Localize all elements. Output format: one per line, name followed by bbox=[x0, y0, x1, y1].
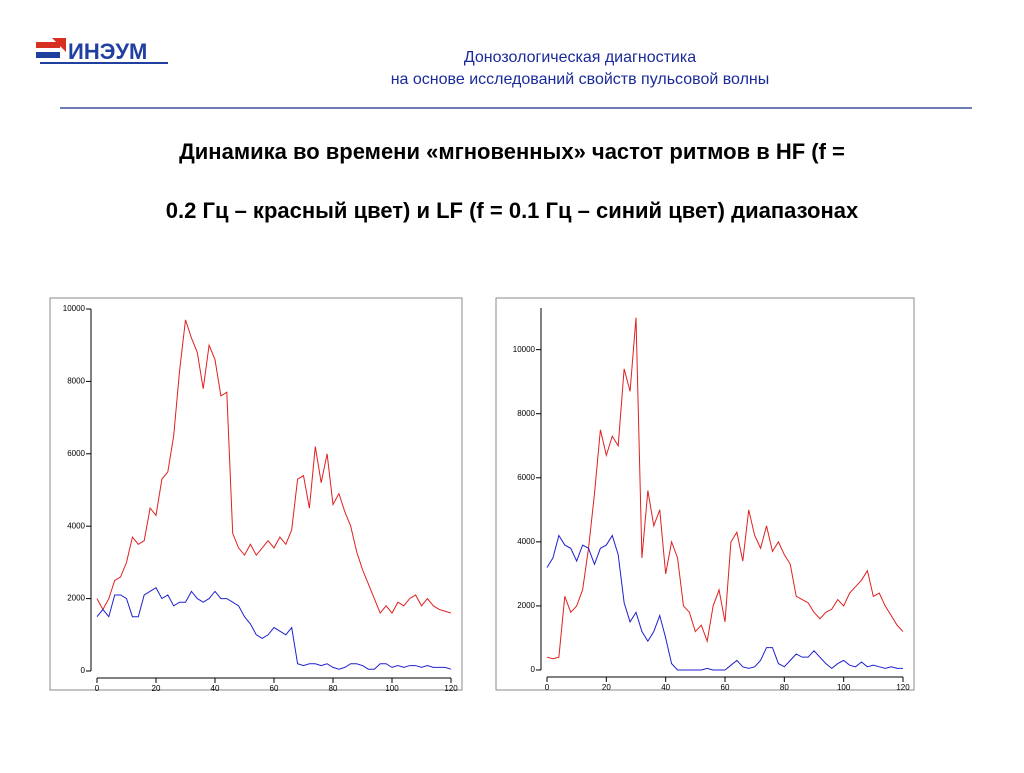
x-tick-label: 20 bbox=[602, 683, 611, 692]
y-tick-label: 4000 bbox=[517, 537, 535, 546]
y-tick-label: 8000 bbox=[517, 409, 535, 418]
x-tick-label: 20 bbox=[152, 684, 161, 693]
x-tick-label: 80 bbox=[329, 684, 338, 693]
y-tick-label: 2000 bbox=[517, 601, 535, 610]
x-tick-label: 40 bbox=[661, 683, 670, 692]
slide-title: Динамика во времени «мгновенных» частот … bbox=[179, 139, 845, 164]
y-tick-label: 0 bbox=[81, 666, 86, 675]
header-line: Донозологическая диагностика bbox=[464, 49, 696, 66]
y-tick-label: 4000 bbox=[67, 521, 85, 530]
x-tick-label: 80 bbox=[780, 683, 789, 692]
data-line bbox=[96, 587, 452, 670]
y-tick-label: 6000 bbox=[517, 473, 535, 482]
y-tick-label: 8000 bbox=[67, 377, 85, 386]
logo-icon bbox=[36, 38, 168, 64]
x-tick-label: 100 bbox=[837, 683, 851, 692]
x-tick-label: 0 bbox=[545, 683, 550, 692]
slide-title: 0.2 Гц – красный цвет) и LF (f = 0.1 Гц … bbox=[166, 198, 859, 223]
header-line: на основе исследований свойств пульсовой… bbox=[391, 71, 770, 88]
chart-frame bbox=[495, 297, 915, 691]
x-tick-label: 60 bbox=[721, 683, 730, 692]
chart-frame bbox=[49, 297, 463, 691]
logo-text: ИНЭУМ bbox=[68, 39, 147, 64]
data-line bbox=[546, 317, 904, 660]
x-tick-label: 40 bbox=[211, 684, 220, 693]
x-tick-label: 60 bbox=[270, 684, 279, 693]
data-line bbox=[96, 319, 452, 615]
y-tick-label: 10000 bbox=[63, 304, 86, 313]
y-tick-label: 0 bbox=[531, 665, 536, 674]
y-tick-label: 2000 bbox=[67, 594, 85, 603]
x-tick-label: 0 bbox=[95, 684, 100, 693]
data-line bbox=[546, 534, 903, 671]
x-tick-label: 120 bbox=[444, 684, 458, 693]
x-tick-label: 120 bbox=[896, 683, 910, 692]
x-tick-label: 100 bbox=[385, 684, 399, 693]
y-tick-label: 6000 bbox=[67, 449, 85, 458]
y-tick-label: 10000 bbox=[513, 345, 536, 354]
